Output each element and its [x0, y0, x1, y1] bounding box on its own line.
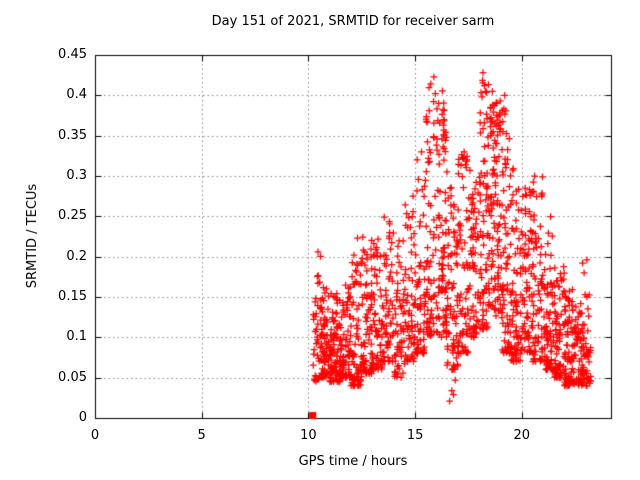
y-axis-label: SRMTID / TECUs [25, 183, 40, 289]
x-tick-label: 0 [90, 428, 100, 443]
y-tick-label: 0.15 [58, 289, 87, 304]
x-tick-label: 10 [300, 428, 317, 443]
y-tick-label: 0.05 [58, 369, 87, 385]
y-tick-label: 0.35 [58, 127, 87, 143]
chart-title: Day 151 of 2021, SRMTID for receiver sar… [211, 14, 495, 29]
x-axis-label: GPS time / hours [298, 454, 408, 469]
x-tick-label: 20 [513, 428, 531, 443]
y-tick-label: 0.45 [58, 47, 87, 62]
y-tick-label: 0.4 [66, 87, 87, 103]
x-tick-label: 15 [406, 428, 424, 443]
y-tick-label: 0.25 [58, 208, 87, 224]
y-tick-label: 0.2 [66, 248, 87, 264]
y-tick-label: 0 [78, 410, 87, 425]
y-tick-label: 0.3 [66, 168, 87, 183]
x-tick-label: 5 [197, 428, 206, 443]
y-tick-label: 0.1 [66, 329, 87, 345]
